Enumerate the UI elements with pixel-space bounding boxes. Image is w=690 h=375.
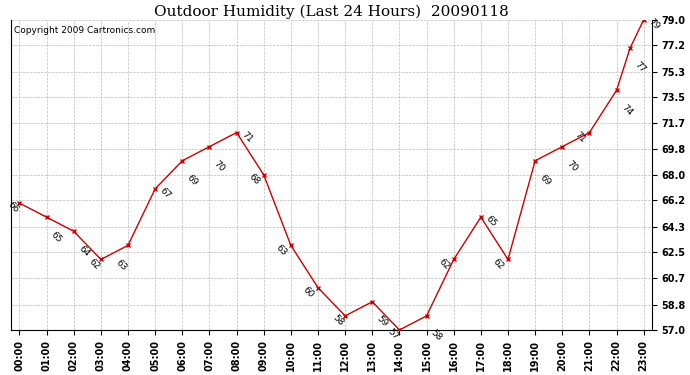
Text: 62: 62 — [437, 257, 451, 271]
Text: 79: 79 — [647, 17, 661, 32]
Text: 65: 65 — [49, 230, 63, 244]
Text: 64: 64 — [77, 244, 91, 258]
Text: 63: 63 — [274, 243, 288, 257]
Text: 71: 71 — [239, 130, 254, 144]
Text: 63: 63 — [114, 258, 128, 272]
Text: 62: 62 — [87, 257, 101, 271]
Text: 71: 71 — [573, 130, 587, 144]
Text: 69: 69 — [538, 173, 553, 188]
Text: 77: 77 — [633, 60, 647, 75]
Text: 66: 66 — [6, 200, 20, 215]
Text: 74: 74 — [620, 103, 633, 117]
Text: 58: 58 — [331, 313, 346, 328]
Text: 70: 70 — [213, 159, 227, 174]
Text: 69: 69 — [185, 173, 199, 188]
Text: 70: 70 — [565, 159, 580, 174]
Text: 58: 58 — [429, 328, 444, 343]
Text: 67: 67 — [158, 186, 172, 201]
Text: Copyright 2009 Cartronics.com: Copyright 2009 Cartronics.com — [14, 26, 156, 35]
Text: 68: 68 — [247, 172, 262, 187]
Text: 57: 57 — [386, 327, 400, 342]
Title: Outdoor Humidity (Last 24 Hours)  20090118: Outdoor Humidity (Last 24 Hours) 2009011… — [154, 4, 509, 18]
Text: 62: 62 — [491, 257, 506, 271]
Text: 59: 59 — [375, 314, 390, 329]
Text: 60: 60 — [302, 285, 316, 299]
Text: 65: 65 — [484, 214, 498, 229]
